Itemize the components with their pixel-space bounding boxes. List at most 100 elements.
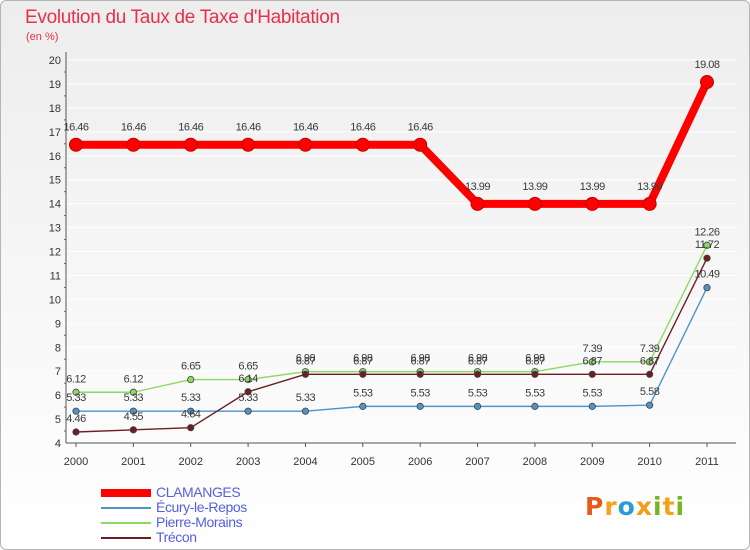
data-label: 16.46	[408, 122, 433, 134]
data-point	[301, 407, 310, 415]
data-point	[241, 137, 256, 152]
y-tick-label: 20	[49, 55, 61, 67]
data-label: 6.98	[296, 353, 316, 365]
logo-letter: P	[585, 492, 605, 521]
legend-item: Écury-le-Repos	[101, 500, 247, 515]
chart-title: Evolution du Taux de Taxe d'Habitation	[25, 7, 340, 28]
data-point	[359, 370, 367, 378]
data-label: 5.53	[525, 387, 545, 399]
data-label: 12.26	[694, 226, 719, 238]
logo-letter: i	[675, 492, 686, 521]
y-tick-label: 9	[55, 318, 61, 330]
legend-item: Pierre-Morains	[101, 515, 247, 530]
legend-swatch	[101, 488, 151, 497]
proxiti-logo: Proxiti	[585, 492, 685, 521]
data-label: 6.87	[525, 355, 545, 367]
data-point	[646, 401, 654, 409]
data-label: 13.99	[522, 181, 547, 193]
data-label: 5.53	[583, 387, 603, 399]
data-point	[703, 254, 711, 262]
data-label: 5.53	[353, 387, 373, 399]
legend-label: Pierre-Morains	[156, 514, 243, 530]
data-label: 16.46	[121, 122, 146, 134]
x-tick-label: 2009	[580, 456, 604, 468]
x-tick-label: 2007	[465, 456, 489, 468]
x-tick-label: 2008	[523, 456, 547, 468]
data-point	[703, 241, 711, 249]
data-point	[129, 426, 137, 434]
data-label: 5.33	[124, 392, 144, 404]
data-point	[416, 370, 424, 378]
data-label: 6.87	[583, 355, 603, 367]
legend-swatch	[101, 536, 151, 539]
data-label: 5.33	[66, 392, 86, 404]
data-label: 11.72	[695, 239, 720, 251]
y-tick-label: 15	[49, 175, 61, 187]
legend-label: Écury-le-Repos	[156, 499, 247, 515]
y-tick-label: 5	[55, 414, 61, 426]
data-point	[355, 137, 370, 152]
logo-letter: r	[604, 492, 618, 521]
data-point	[244, 407, 252, 415]
data-point	[187, 424, 195, 432]
data-label: 16.46	[293, 122, 318, 134]
data-point	[187, 407, 195, 415]
y-tick-label: 11	[50, 270, 61, 282]
data-point	[413, 137, 428, 152]
data-label: 5.33	[296, 392, 316, 404]
data-label: 6.87	[353, 355, 373, 367]
data-point	[129, 388, 137, 396]
data-point	[72, 407, 80, 415]
y-tick-label: 6	[55, 390, 61, 402]
data-point	[470, 196, 485, 211]
x-tick-label: 2006	[408, 456, 432, 468]
data-point	[531, 370, 539, 378]
legend-item: Trécon	[101, 530, 247, 545]
data-point	[416, 402, 424, 410]
data-point	[646, 358, 654, 366]
series-line-clamanges	[76, 80, 711, 208]
data-label: 5.53	[468, 387, 488, 399]
data-label: 4.46	[66, 413, 86, 425]
data-point	[72, 388, 80, 396]
data-point	[527, 196, 542, 211]
data-point	[588, 358, 596, 366]
data-label: 6.87	[640, 355, 660, 367]
data-point	[244, 388, 252, 396]
logo-letter: i	[653, 492, 663, 521]
data-point	[298, 137, 313, 152]
data-label: 6.65	[238, 361, 258, 373]
data-label: 5.58	[640, 386, 660, 398]
data-label: 6.14	[238, 373, 258, 385]
data-label: 6.98	[468, 353, 488, 365]
x-tick-label: 2001	[121, 456, 145, 468]
y-tick-label: 10	[49, 294, 61, 306]
series-line-pierre-morains	[76, 244, 708, 393]
x-tick-label: 2010	[637, 456, 661, 468]
legend-swatch	[101, 521, 151, 524]
data-point	[72, 428, 80, 436]
y-tick-label: 8	[55, 342, 61, 354]
data-point	[69, 137, 83, 152]
data-label: 6.98	[353, 353, 373, 365]
x-tick-label: 2011	[695, 456, 719, 468]
data-point	[183, 137, 198, 152]
data-label: 16.46	[178, 122, 203, 134]
data-label: 6.65	[181, 361, 201, 373]
chart-subtitle: (en %)	[26, 31, 59, 43]
legend-label: Trécon	[156, 529, 197, 545]
data-label: 10.49	[694, 269, 719, 281]
data-label: 4.64	[181, 409, 201, 421]
data-label: 4.55	[124, 411, 144, 423]
data-point	[588, 402, 596, 410]
data-label: 13.99	[580, 181, 605, 193]
y-tick-label: 14	[49, 199, 61, 211]
data-label: 6.12	[124, 373, 144, 385]
data-label: 6.87	[296, 355, 316, 367]
data-label: 16.46	[236, 122, 261, 134]
data-label: 13.99	[465, 181, 490, 193]
legend-item: CLAMANGES	[101, 485, 247, 500]
data-label: 16.46	[63, 122, 88, 134]
